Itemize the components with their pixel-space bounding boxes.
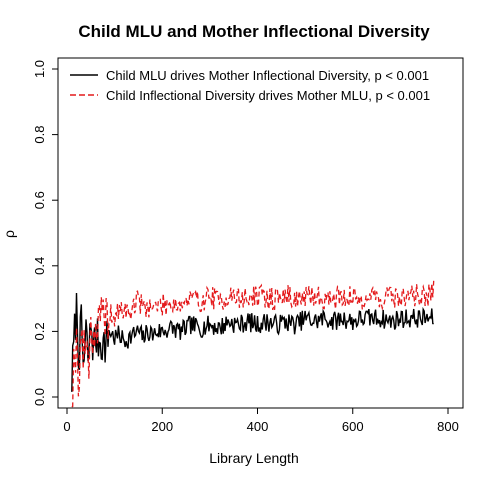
x-axis: 0 200 400 600 800 (63, 408, 459, 434)
legend-entry-child-inflectional-diversity: Child Inflectional Diversity drives Moth… (106, 88, 430, 103)
x-tick-label: 0 (63, 419, 70, 434)
y-axis-label: ρ (1, 230, 17, 238)
legend-entry-child-mlu: Child MLU drives Mother Inflectional Div… (106, 68, 429, 83)
series-line-child-inflectional-diversity (71, 280, 435, 408)
x-tick-label: 400 (247, 419, 269, 434)
y-tick-label: 0.6 (32, 191, 47, 209)
series-line-child-mlu (71, 292, 434, 392)
x-axis-label: Library Length (209, 450, 299, 466)
y-tick-label: 0.4 (32, 257, 47, 275)
chart-title: Child MLU and Mother Inflectional Divers… (78, 22, 430, 41)
series-layer (71, 280, 435, 408)
y-tick-label: 0.8 (32, 126, 47, 144)
y-axis: 0.0 0.2 0.4 0.6 0.8 1.0 (32, 60, 58, 406)
legend: Child MLU drives Mother Inflectional Div… (70, 68, 430, 103)
y-tick-label: 0.0 (32, 388, 47, 406)
y-tick-label: 0.2 (32, 322, 47, 340)
plot-frame (57, 57, 464, 409)
x-tick-label: 600 (342, 419, 364, 434)
x-tick-label: 200 (151, 419, 173, 434)
x-tick-label: 800 (437, 419, 459, 434)
y-tick-label: 1.0 (32, 60, 47, 78)
